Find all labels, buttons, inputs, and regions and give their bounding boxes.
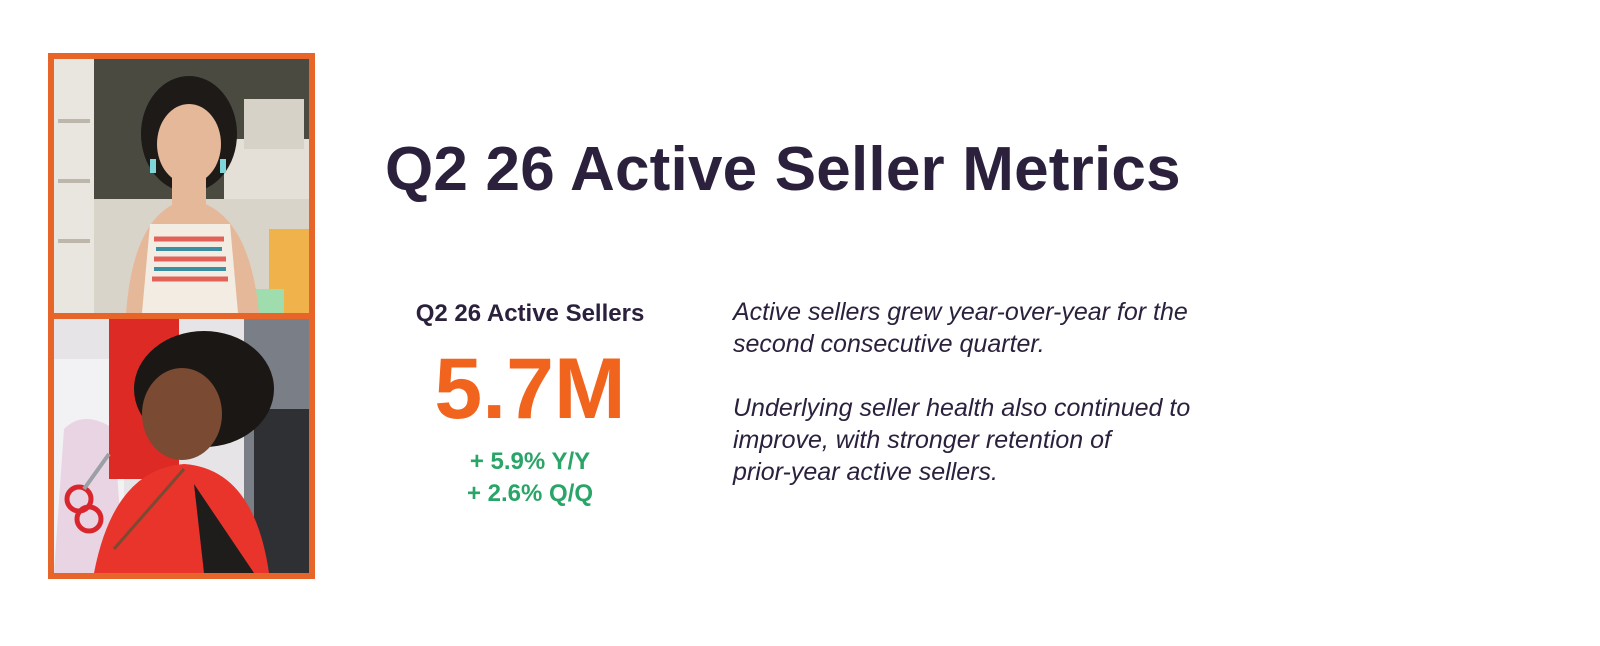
metric-label: Q2 26 Active Sellers	[415, 300, 645, 327]
commentary-paragraph-1: Active sellers grew year-over-year for t…	[733, 298, 1188, 358]
commentary: Active sellers grew year-over-year for t…	[733, 296, 1253, 488]
qoq-change: + 2.6% Q/Q	[466, 480, 594, 507]
seller-photo-craft-studio	[54, 59, 309, 313]
photo-frame	[48, 53, 315, 579]
active-sellers-metric: Q2 26 Active Sellers 5.7M + 5.9% Y/Y + 2…	[390, 300, 670, 510]
commentary-paragraph-2: Underlying seller health also continued …	[733, 394, 1191, 486]
metric-value: 5.7M	[434, 341, 626, 437]
yoy-change: + 5.9% Y/Y	[469, 448, 591, 475]
seller-photo-tailor	[54, 319, 309, 573]
page-title: Q2 26 Active Seller Metrics	[385, 135, 1181, 204]
